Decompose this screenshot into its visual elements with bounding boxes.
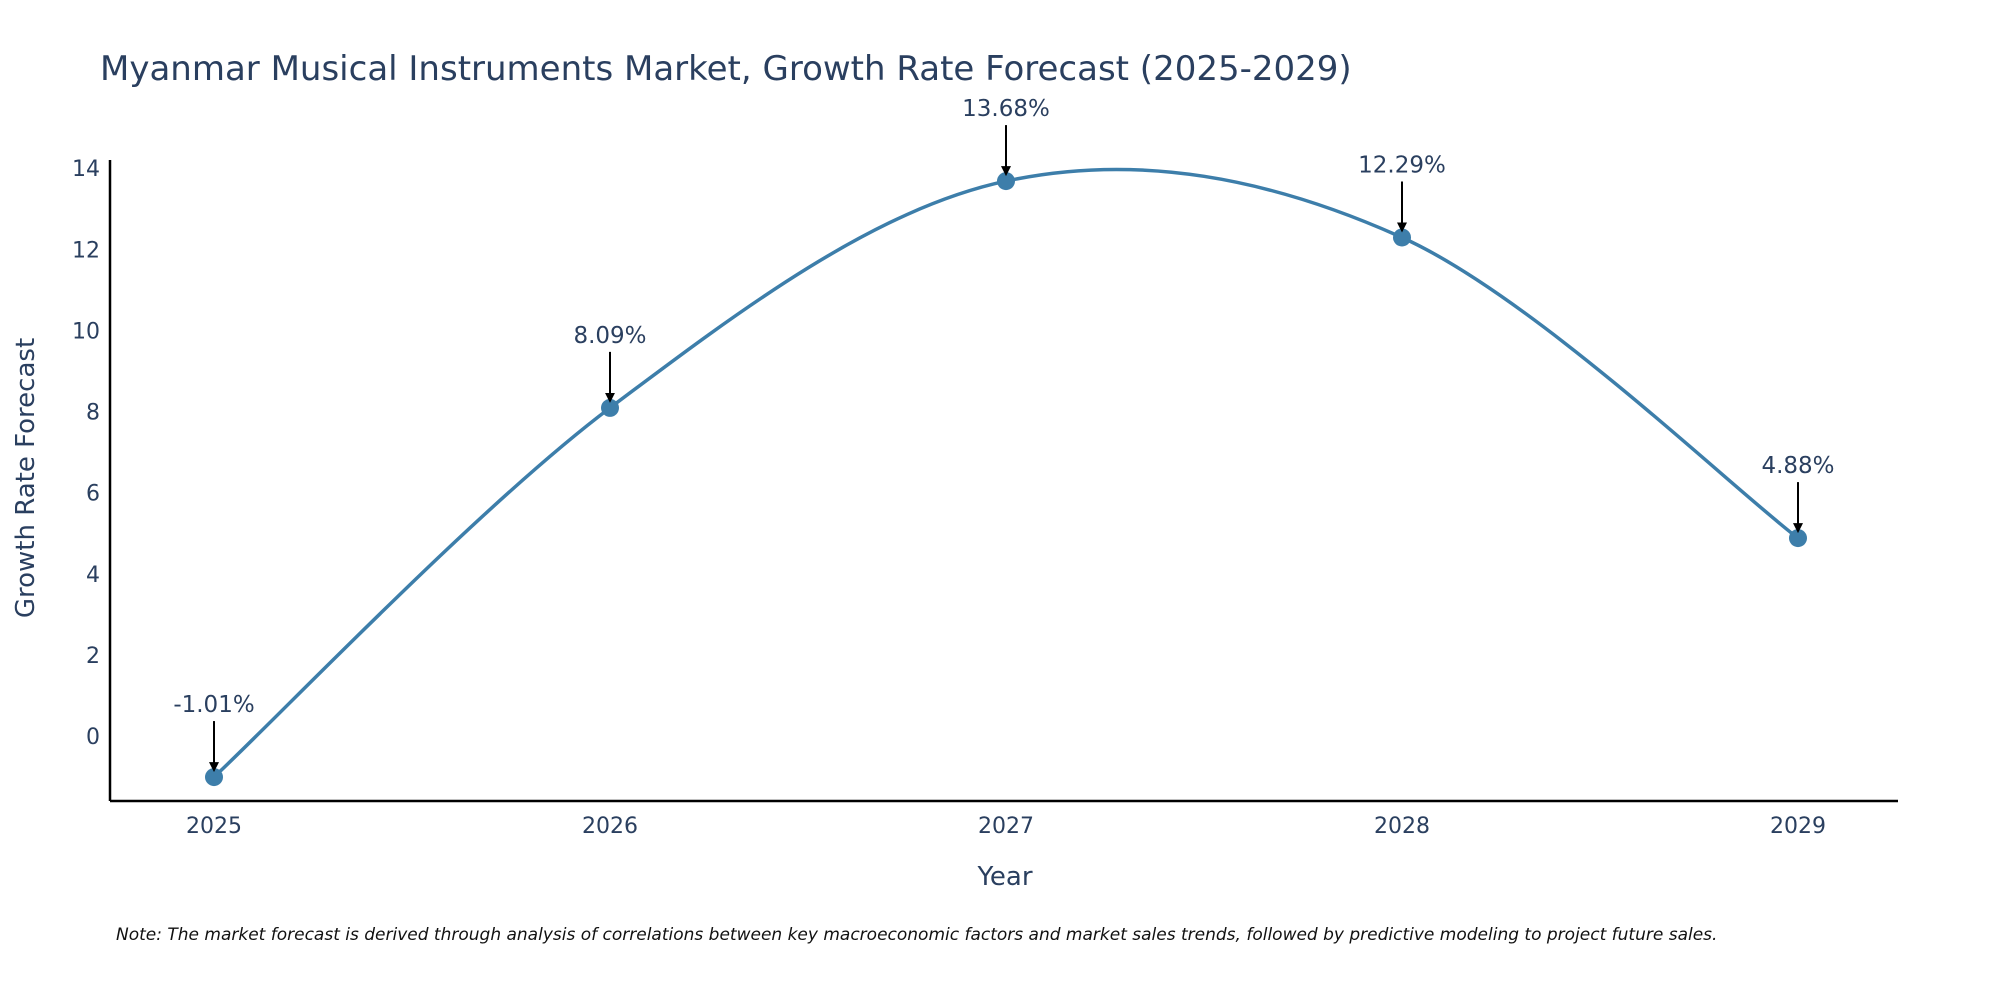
x-tick-label: 2025 — [186, 814, 242, 839]
y-axis-title: Growth Rate Forecast — [11, 338, 41, 618]
y-tick-label: 6 — [86, 482, 100, 507]
data-point — [997, 172, 1015, 191]
y-tick-label: 0 — [86, 725, 100, 750]
x-tick-label: 2029 — [1770, 814, 1826, 839]
data-point — [205, 768, 223, 787]
x-tick-label: 2026 — [582, 814, 638, 839]
data-label: 8.09% — [573, 323, 646, 349]
data-label: 4.88% — [1761, 453, 1834, 479]
y-axis: 0 2 4 6 8 10 12 14 — [72, 157, 112, 801]
series-layer — [205, 167, 1807, 787]
x-axis: 2025 2026 2027 2028 2029 — [110, 799, 1898, 839]
y-tick-label: 14 — [72, 157, 100, 182]
chart-title: Myanmar Musical Instruments Market, Grow… — [100, 49, 1352, 89]
y-tick-label: 10 — [72, 319, 100, 344]
data-point — [1789, 529, 1807, 548]
y-tick-label: 2 — [86, 644, 100, 669]
series-line — [212, 167, 1800, 779]
x-tick-label: 2027 — [978, 814, 1034, 839]
data-label: -1.01% — [173, 692, 254, 718]
y-tick-label: 8 — [86, 401, 100, 426]
data-point — [1393, 228, 1411, 247]
x-tick-label: 2028 — [1374, 814, 1430, 839]
data-label: 13.68% — [962, 96, 1050, 122]
data-point — [601, 398, 619, 417]
y-tick-label: 12 — [72, 238, 100, 263]
x-axis-title: Year — [976, 862, 1032, 892]
data-label-layer: -1.01% 8.09% 13.68% 12.29% 4.88% — [173, 96, 1835, 773]
forecast-note: Note: The market forecast is derived thr… — [116, 925, 1717, 945]
y-tick-label: 4 — [86, 563, 100, 588]
data-label: 12.29% — [1358, 152, 1446, 178]
